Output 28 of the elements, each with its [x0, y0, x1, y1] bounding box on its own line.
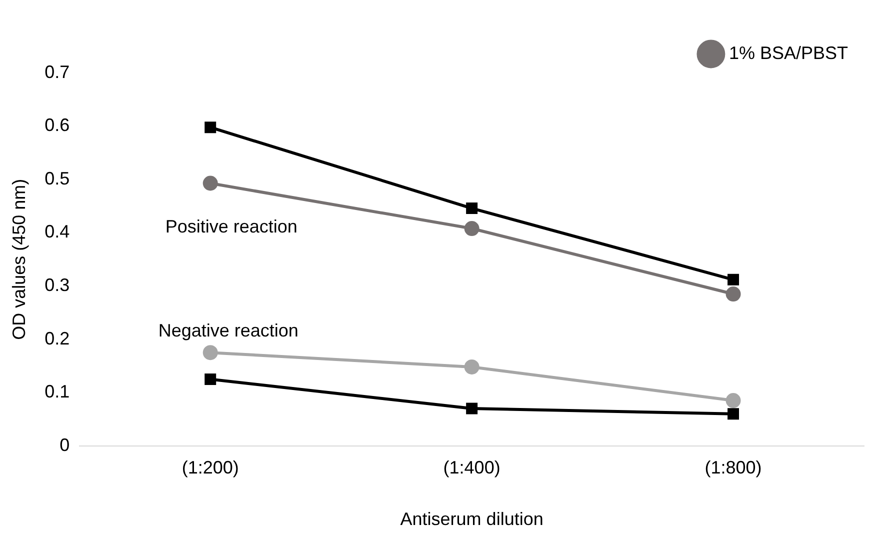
point	[726, 286, 741, 302]
y-tick-label: 0	[60, 434, 70, 455]
point	[202, 345, 218, 360]
legend-label: 1% BSA/PBST	[728, 42, 848, 63]
point	[464, 359, 480, 374]
y-tick-label: 0.6	[44, 115, 70, 136]
y-tick-label: 0.7	[44, 62, 70, 82]
x-tick-label: (1:200)	[182, 458, 239, 478]
x-axis-title: Antiserum dilution	[400, 509, 544, 530]
x-tick-label: (1:800)	[704, 458, 762, 478]
annotation: Negative reaction	[158, 320, 298, 340]
y-tick-label: 0.3	[44, 274, 70, 295]
y-tick-label: 0.5	[44, 168, 70, 188]
y-tick-label: 0.2	[44, 328, 70, 348]
point	[466, 402, 478, 414]
point	[728, 274, 740, 286]
point	[726, 393, 741, 408]
point	[728, 408, 740, 420]
x-tick-label: (1:400)	[443, 458, 500, 478]
point	[466, 202, 478, 214]
point	[204, 373, 216, 385]
point	[464, 221, 480, 236]
annotation: Positive reaction	[165, 216, 298, 236]
point	[202, 176, 218, 191]
point	[204, 122, 216, 134]
y-tick-label: 0.1	[44, 382, 70, 402]
y-tick-label: 0.4	[44, 222, 70, 242]
y-axis-title: OD values (450 nm)	[8, 178, 29, 340]
